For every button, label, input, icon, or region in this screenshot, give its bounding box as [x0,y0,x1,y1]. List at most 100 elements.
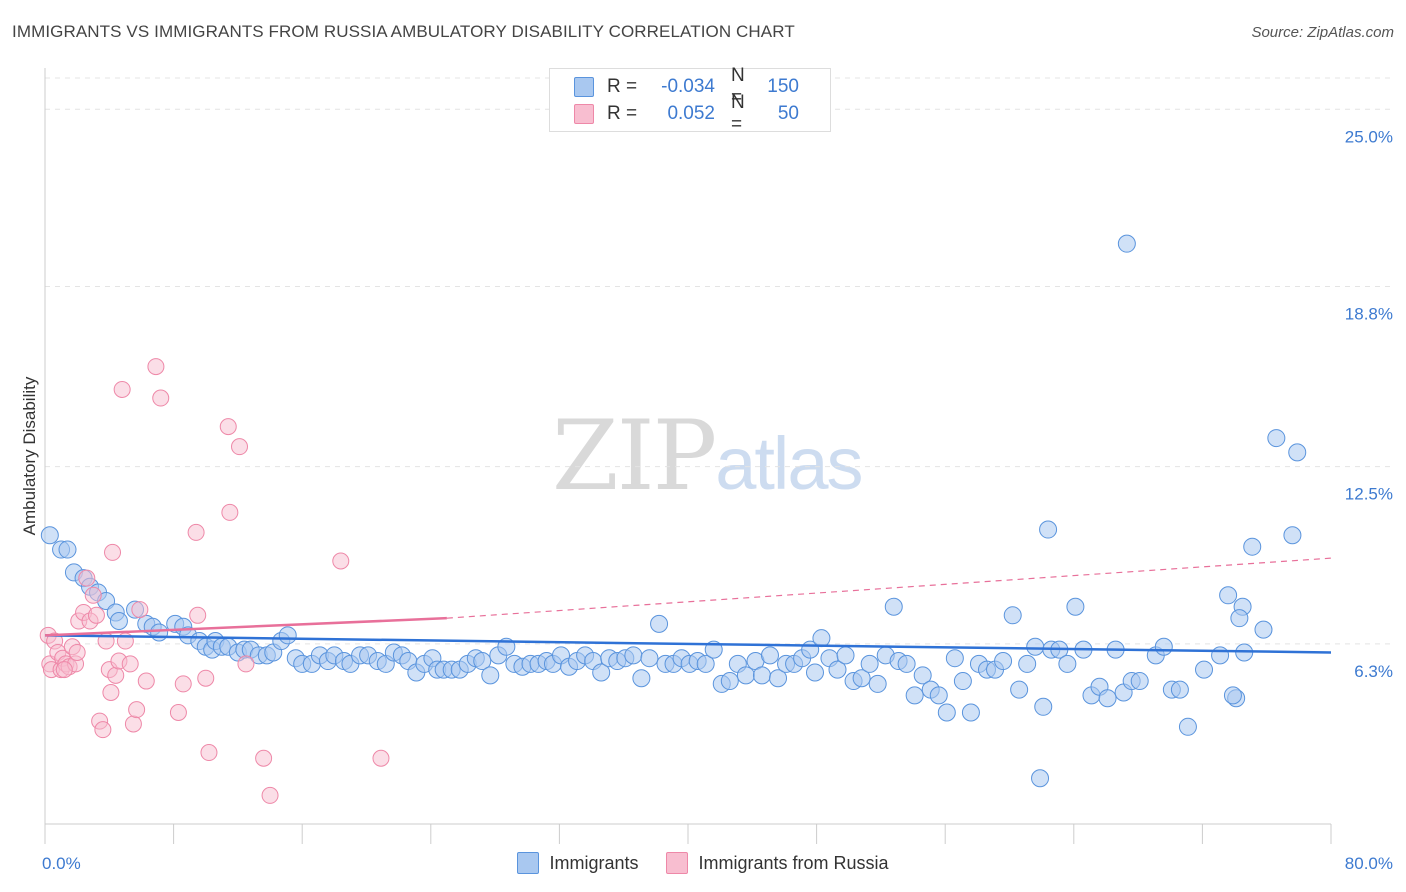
data-point-russia [231,438,249,456]
data-point-russia [187,523,205,541]
data-point-immigrants [836,646,855,665]
data-point-immigrants [929,686,948,705]
series-russia-points [39,358,390,804]
legend-r-label: R = [607,76,638,97]
data-point-immigrants [1267,429,1286,448]
data-point-immigrants [828,660,847,679]
data-point-russia [78,569,96,587]
data-point-russia [68,643,86,661]
data-point-immigrants [1195,660,1214,679]
legend-n-value: 150 [767,76,799,97]
data-point-russia [113,380,131,398]
data-point-immigrants [109,612,128,631]
data-point-immigrants [278,626,297,645]
legend-row-russia: R = 0.052 N = 50 [574,92,799,135]
data-point-immigrants [1154,637,1173,656]
legend-r-value: -0.034 [661,76,715,97]
data-point-immigrants [1254,620,1273,639]
data-point-russia [102,683,120,701]
data-point-immigrants [812,629,831,648]
bottom-legend: Immigrants Immigrants from Russia [0,852,1406,874]
data-point-immigrants [1283,526,1302,545]
trend-line-russia-extension [446,557,1332,619]
data-point-immigrants [1034,697,1053,716]
data-point-russia [84,586,102,604]
y-tick-label: 25.0% [1345,127,1393,146]
data-point-russia [189,606,207,624]
bottom-legend-russia[interactable]: Immigrants from Russia [666,852,889,874]
bottom-legend-swatch-immigrants [517,852,540,874]
y-tick-label: 6.3% [1354,662,1393,681]
data-point-immigrants [650,614,669,633]
data-point-immigrants [884,597,903,616]
data-point-russia [55,661,73,679]
data-point-immigrants [961,703,980,722]
data-point-immigrants [150,623,169,642]
watermark: ZIPatlas [552,400,864,512]
data-point-immigrants [913,666,932,685]
data-point-russia [221,503,239,521]
data-point-immigrants [1066,597,1085,616]
chart-source: Source: ZipAtlas.com [1251,24,1394,41]
data-point-immigrants [852,669,871,688]
data-point-immigrants [1230,609,1249,628]
trend-line-immigrants [44,634,1332,654]
data-point-russia [124,715,142,733]
data-point-russia [219,418,237,436]
data-point-russia [332,552,350,570]
data-point-immigrants [1117,234,1136,253]
data-point-immigrants [897,654,916,673]
watermark-zip: ZIP [552,400,717,512]
data-point-russia [137,672,155,690]
bottom-legend-label-immigrants: Immigrants [549,852,639,873]
bottom-legend-label-russia: Immigrants from Russia [698,852,889,873]
data-point-immigrants [1223,686,1242,705]
data-point-immigrants [937,703,956,722]
data-point-immigrants [760,646,779,665]
bottom-legend-swatch-russia [666,852,689,874]
legend-n-label: N = [731,65,745,108]
data-point-russia [104,543,122,561]
data-point-immigrants [769,669,788,688]
bottom-legend-immigrants[interactable]: Immigrants [517,852,638,874]
legend-swatch-immigrants [574,77,594,97]
y-tick-label: 12.5% [1345,485,1393,504]
data-point-immigrants [624,646,643,665]
data-point-immigrants [736,666,755,685]
data-point-immigrants [1003,606,1022,625]
data-point-immigrants [1170,680,1189,699]
data-point-russia [87,606,105,624]
data-point-russia [174,675,192,693]
data-point-immigrants [481,666,500,685]
data-point-immigrants [953,672,972,691]
y-axis-label: Ambulatory Disability [20,376,39,535]
legend-swatch-russia [574,104,594,124]
data-point-immigrants [868,674,887,693]
data-point-immigrants [945,649,964,668]
axis-labels: 6.3% 12.5% 18.8% 25.0% 0.0% 80.0% Ambulatory D… [20,127,1393,873]
data-point-immigrants [860,654,879,673]
x-tick-label-min: 0.0% [42,854,81,873]
data-point-russia [94,721,112,739]
data-point-immigrants [40,526,59,545]
axes [44,68,1332,844]
data-point-russia [152,389,170,407]
data-point-russia [237,655,255,673]
data-point-immigrants [1130,672,1149,691]
data-point-immigrants [1031,769,1050,788]
data-point-immigrants [805,663,824,682]
data-point-immigrants [1026,637,1045,656]
data-point-immigrants [1211,646,1230,665]
data-point-russia [121,655,139,673]
trend-line-russia [44,616,447,637]
data-point-immigrants [1243,537,1262,556]
data-point-immigrants [1010,680,1029,699]
x-tick-label-max: 80.0% [1345,854,1393,873]
data-point-russia [128,701,146,719]
data-point-immigrants [1058,654,1077,673]
legend-r-label: R = [607,103,638,124]
data-point-immigrants [632,669,651,688]
data-point-immigrants [1039,520,1058,539]
legend-r-value: 0.052 [667,103,715,124]
